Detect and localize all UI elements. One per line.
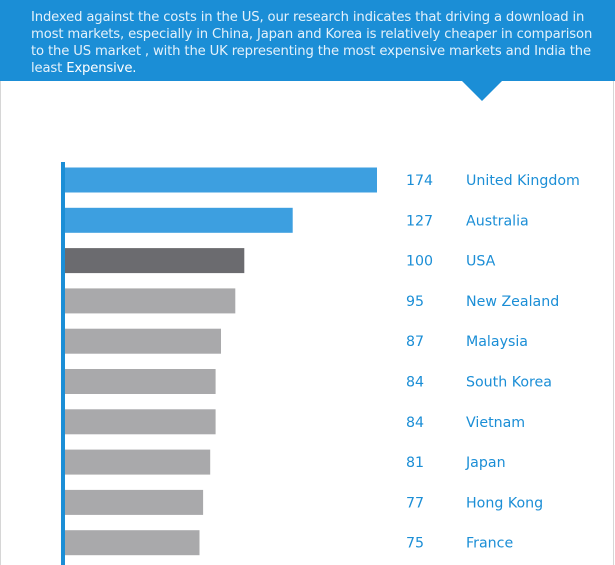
bar-france <box>65 530 200 556</box>
category-label: USA <box>466 254 496 270</box>
category-label: France <box>466 536 513 552</box>
intro-banner: Indexed against the costs in the US, our… <box>0 0 615 81</box>
value-label: 81 <box>406 455 424 471</box>
category-label: Hong Kong <box>466 495 543 511</box>
intro-text-main: Indexed against the costs in the US, our… <box>31 10 593 76</box>
frame-left-border <box>0 81 1 565</box>
category-label: United Kingdom <box>466 173 580 189</box>
intro-text-emphasis: Expensive. <box>66 61 137 76</box>
bar-vietnam <box>65 409 216 435</box>
category-label: Malaysia <box>466 334 528 350</box>
value-label: 174 <box>406 173 433 189</box>
value-label: 77 <box>406 495 424 511</box>
bar-hong-kong <box>65 489 204 515</box>
bar-australia <box>65 207 293 233</box>
bar-usa <box>65 248 245 274</box>
bar-new-zealand <box>65 288 236 314</box>
banner-pointer <box>461 80 503 101</box>
bar-south-korea <box>65 369 216 394</box>
bar-united-kingdom <box>65 167 377 193</box>
category-label: Japan <box>465 455 506 471</box>
value-label: 84 <box>406 375 424 391</box>
value-label: 87 <box>406 334 424 350</box>
frame-right-border <box>613 81 614 565</box>
value-label: 100 <box>406 254 433 270</box>
category-label: Vietnam <box>466 415 525 431</box>
value-label: 84 <box>406 415 424 431</box>
intro-text: Indexed against the costs in the US, our… <box>31 9 601 77</box>
bar-japan <box>65 449 211 475</box>
bar-malaysia <box>65 328 221 354</box>
value-label: 95 <box>406 294 424 310</box>
category-label: Australia <box>466 213 529 229</box>
value-label: 75 <box>406 536 424 552</box>
category-label: New Zealand <box>466 294 559 310</box>
value-label: 127 <box>406 213 433 229</box>
category-label: South Korea <box>466 375 552 391</box>
chart-axis <box>61 162 65 565</box>
